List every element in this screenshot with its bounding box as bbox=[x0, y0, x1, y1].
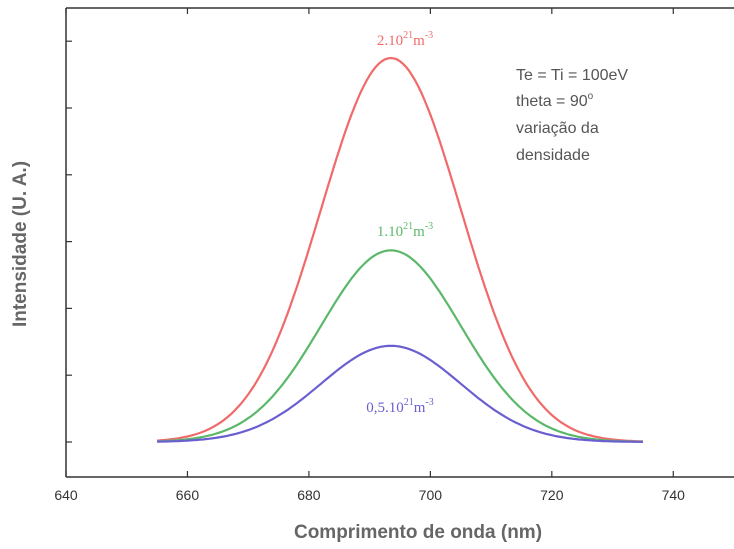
curve-labels: 2.1021m-3 1.1021m-3 0,5.1021m-3 bbox=[366, 30, 434, 416]
series-label: 2.1021m-3 bbox=[377, 30, 433, 49]
annotation-block: Te = Ti = 100eV theta = 90o variação da … bbox=[516, 67, 628, 164]
annotation-density: densidade bbox=[516, 147, 590, 164]
annotation-degree-sup: o bbox=[588, 91, 594, 102]
y-ticks bbox=[66, 41, 72, 442]
curves bbox=[157, 58, 643, 442]
annotation-temperature: Te = Ti = 100eV bbox=[516, 67, 628, 84]
x-axis-title: Comprimento de onda (nm) bbox=[294, 522, 542, 543]
series-label: 0,5.1021m-3 bbox=[366, 397, 434, 416]
y-axis-title: Intensidade (U. A.) bbox=[10, 161, 31, 327]
x-tick-label: 740 bbox=[662, 487, 686, 503]
x-tick-label: 720 bbox=[540, 487, 564, 503]
x-tick-label: 680 bbox=[297, 487, 321, 503]
annotation-variation: variação da bbox=[516, 120, 599, 137]
series-line bbox=[157, 58, 643, 441]
annotation-theta-text: theta = 90 bbox=[516, 93, 588, 110]
x-tick-label: 700 bbox=[419, 487, 443, 503]
series-label: 1.1021m-3 bbox=[377, 221, 433, 240]
x-tick-label: 660 bbox=[176, 487, 200, 503]
x-tick-label: 640 bbox=[54, 487, 78, 503]
annotation-theta: theta = 90o bbox=[516, 91, 594, 110]
